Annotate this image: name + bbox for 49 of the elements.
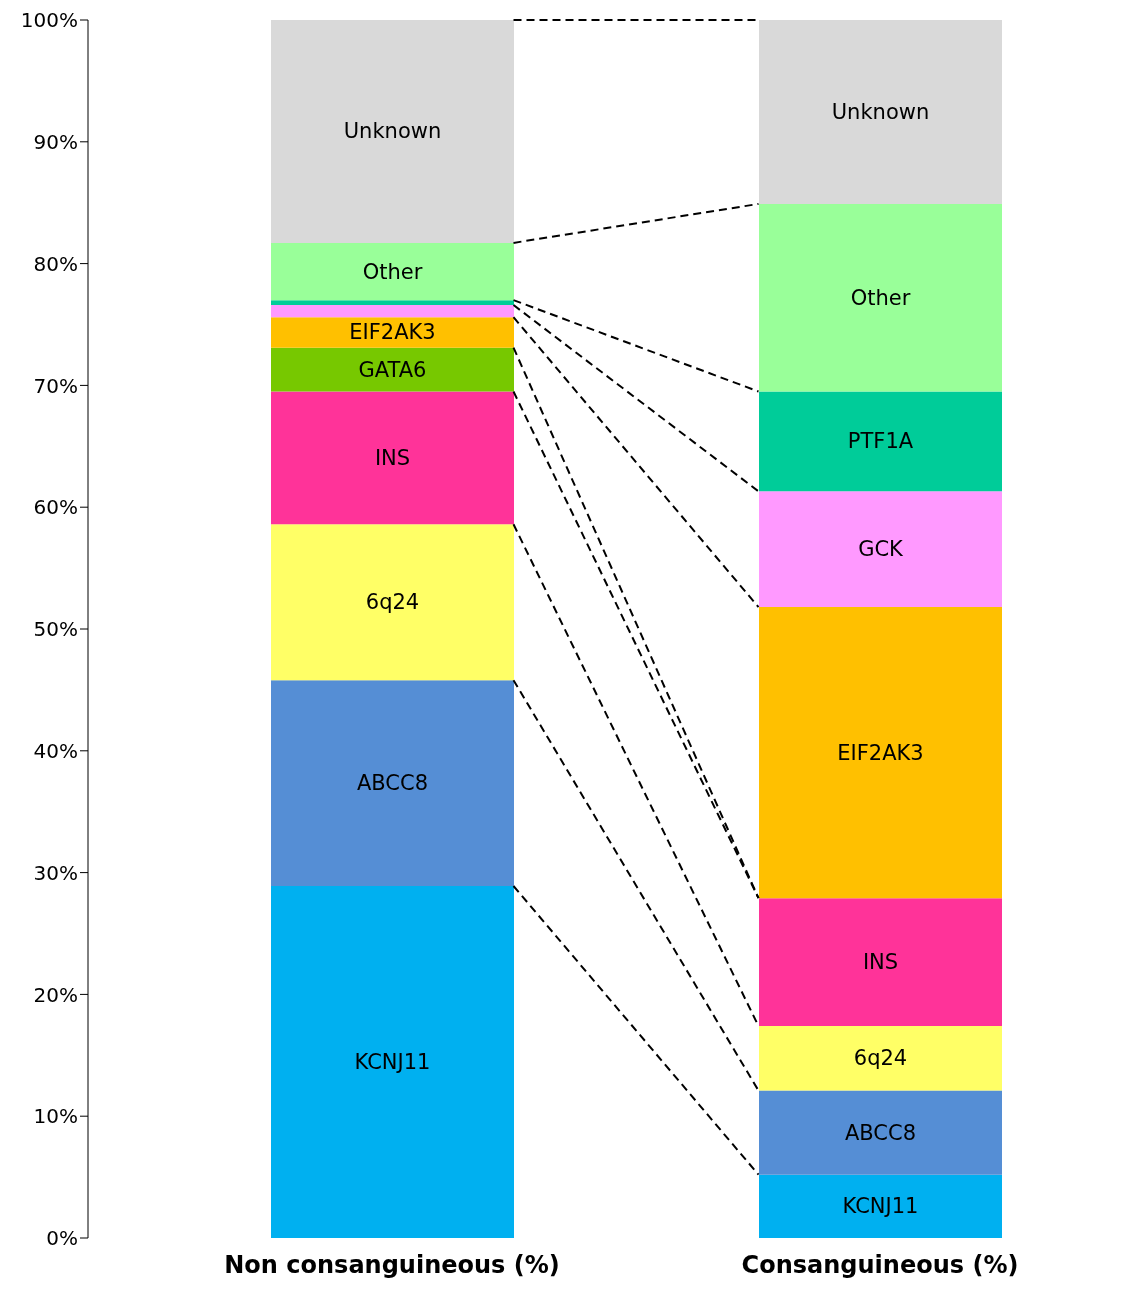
bar	[759, 203, 1002, 392]
bar	[271, 242, 514, 301]
series-label: PTF1A	[847, 429, 914, 454]
y-tick-label: 80%	[33, 251, 78, 276]
series-label: Unknown	[343, 119, 442, 144]
y-tick-label: 100%	[20, 8, 78, 33]
y-tick-label: 20%	[33, 982, 78, 1007]
bar	[759, 607, 1002, 899]
bar	[759, 391, 1002, 492]
x-tick-label: Non consanguineous (%)	[224, 1251, 560, 1280]
series-label: KCNJ11	[842, 1194, 919, 1219]
series-label: ABCC8	[844, 1120, 917, 1145]
bar	[759, 20, 1002, 204]
bar	[271, 347, 514, 392]
bar	[271, 524, 514, 681]
bar	[271, 317, 514, 348]
text: 6q24	[365, 590, 420, 615]
text: INS	[374, 445, 411, 470]
bar	[271, 300, 514, 306]
y-tick-label: 10%	[33, 1104, 78, 1129]
bar	[759, 1090, 1002, 1175]
x-tick-label: Consanguineous (%)	[741, 1251, 1019, 1280]
series-label: GCK	[858, 537, 905, 562]
bar	[759, 491, 1002, 608]
y-tick-label: 90%	[33, 129, 78, 154]
bar	[271, 305, 514, 318]
y-tick-label: 30%	[33, 860, 78, 885]
text: KCNJ11	[354, 1050, 431, 1074]
series-label: 6q24	[853, 1046, 908, 1071]
bar	[271, 391, 514, 525]
bar	[759, 1174, 1002, 1238]
bar	[759, 898, 1002, 1027]
bar	[271, 20, 514, 243]
y-tick-label: 70%	[33, 373, 78, 398]
y-tick-label: 50%	[33, 617, 78, 642]
bar	[271, 680, 514, 886]
series-label: INS	[862, 950, 899, 975]
y-tick-label: 0%	[46, 1226, 78, 1251]
series-label: EIF2AK3	[349, 320, 436, 345]
text: ABCC8	[356, 771, 429, 796]
bar	[759, 1026, 1002, 1091]
text: Unknown	[831, 99, 930, 124]
y-tick-label: 60%	[33, 495, 78, 520]
text: Other	[850, 285, 911, 310]
series-label: GATA6	[358, 357, 427, 382]
series-label: Other	[362, 259, 423, 284]
text: EIF2AK3	[837, 740, 924, 765]
bar	[271, 886, 514, 1238]
y-tick-label: 40%	[33, 738, 78, 763]
